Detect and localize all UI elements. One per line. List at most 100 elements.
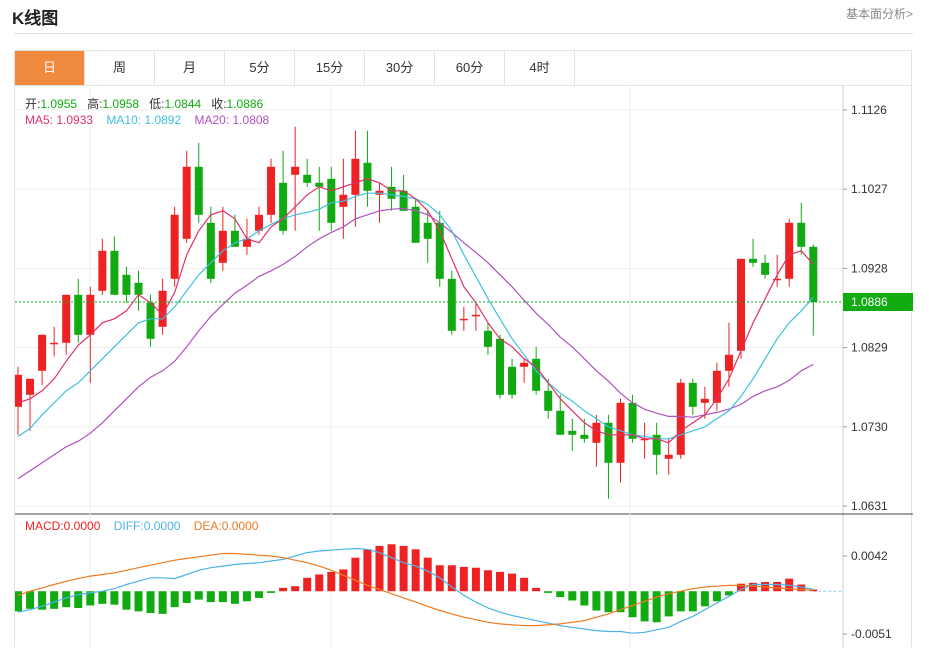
diff-line (17, 547, 814, 634)
macd-bar (411, 549, 420, 592)
tab-5min[interactable]: 5分 (225, 51, 295, 85)
macd-bar (303, 577, 312, 592)
macd-bar (98, 591, 107, 604)
macd-bar (592, 591, 601, 611)
candle-body (206, 222, 215, 279)
high-value: 1.0958 (102, 97, 140, 111)
macd-bar (86, 591, 95, 606)
candle-body (242, 238, 251, 247)
candle-body (435, 222, 444, 279)
dea-label: DEA: (193, 519, 222, 533)
macd-bar (206, 591, 215, 603)
tab-week[interactable]: 周 (85, 51, 155, 85)
macd-bar (508, 573, 517, 592)
kline-chart[interactable]: 1.1126 1.1027 1.0928 1.0829 1.0730 1.0631 1.08… (15, 86, 913, 648)
dea-line (17, 552, 814, 627)
fundamental-analysis-link[interactable]: 基本面分析> (845, 7, 913, 21)
price-tick-label: 1.0928 (851, 261, 888, 275)
macd-bar (749, 582, 758, 592)
candle-body (291, 166, 300, 175)
candle-body (218, 230, 227, 263)
candle-body (411, 206, 420, 243)
macd-bar (628, 591, 637, 618)
candle-body (423, 222, 432, 239)
open-label: 开: (25, 97, 41, 111)
ma20-label: MA20: (194, 113, 230, 127)
macd-bar (26, 591, 35, 609)
candle-body (62, 294, 71, 343)
macd-bar (797, 584, 806, 592)
macd-bar (170, 591, 179, 608)
candle-body (809, 246, 818, 302)
macd-bar (62, 591, 71, 608)
macd-tick-label: 0.0042 (851, 549, 888, 563)
macd-bar (122, 591, 131, 610)
macd-bar (399, 545, 408, 592)
dea-value: 0.0000 (221, 519, 259, 533)
candle-body (664, 454, 673, 459)
macd-bar (544, 591, 553, 593)
macd-bar (182, 591, 191, 603)
macd-bar (50, 591, 59, 609)
candle-body (520, 362, 529, 367)
macd-bar (471, 567, 480, 592)
macd-bar (15, 591, 22, 612)
tab-day[interactable]: 日 (15, 51, 85, 85)
macd-bar (110, 591, 119, 605)
candle-body (544, 390, 553, 411)
tab-4hour[interactable]: 4时 (505, 51, 575, 85)
macd-bar (267, 591, 276, 593)
candle-body (532, 358, 541, 391)
price-tick-label: 1.1126 (851, 103, 887, 117)
macd-bar (676, 591, 685, 612)
tab-60min[interactable]: 60分 (435, 51, 505, 85)
candle-body (459, 318, 468, 321)
candle-body (628, 402, 637, 439)
macd-bar (38, 591, 47, 610)
low-label: 低: (149, 97, 165, 111)
candle-body (399, 190, 408, 211)
ma5-value: 1.0933 (56, 113, 94, 127)
macd-bar (242, 591, 251, 602)
macd-bar (688, 591, 697, 612)
tab-month[interactable]: 月 (155, 51, 225, 85)
last-price-badge (843, 293, 913, 311)
candle-body (50, 342, 59, 345)
tab-30min[interactable]: 30分 (365, 51, 435, 85)
ma-info: MA5: 1.0933 MA10: 1.0892 MA20: 1.0808 (25, 113, 269, 127)
macd-bar (520, 577, 529, 592)
ma20-value: 1.0808 (232, 113, 270, 127)
macd-bar (700, 591, 709, 607)
candle-body (773, 278, 782, 281)
candle-body (387, 186, 396, 199)
candle-body (158, 290, 167, 327)
macd-bar (194, 591, 203, 600)
candle-body (279, 182, 288, 231)
chart-panel[interactable]: 1.1126 1.1027 1.0928 1.0829 1.0730 1.0631 1.08… (14, 85, 913, 648)
ohlc-info: 开:1.0955 高:1.0958 低:1.0844 收:1.0886 (25, 95, 263, 112)
macd-bar (291, 586, 300, 592)
tab-15min[interactable]: 15分 (295, 51, 365, 85)
candle-body (676, 382, 685, 455)
divider (14, 33, 913, 34)
candle-body (15, 374, 22, 407)
candle-body (146, 302, 155, 339)
close-label: 收: (211, 97, 227, 111)
macd-bar (218, 591, 227, 603)
candle-body (785, 222, 794, 279)
ma10-label: MA10: (106, 113, 142, 127)
candle-body (351, 158, 360, 195)
ma5-label: MA5: (25, 113, 54, 127)
candle-body (471, 314, 480, 317)
candle-body (447, 278, 456, 331)
diff-value: 0.0000 (143, 519, 181, 533)
candle-body (652, 434, 661, 455)
candle-body (737, 258, 745, 351)
candle-body (86, 294, 95, 335)
header: K线图 基本面分析> (0, 0, 929, 34)
candle-body (761, 262, 770, 275)
macd-bar (255, 591, 263, 598)
macd-bar (496, 571, 504, 592)
macd-bar (712, 591, 721, 602)
macd-bar (315, 574, 324, 592)
